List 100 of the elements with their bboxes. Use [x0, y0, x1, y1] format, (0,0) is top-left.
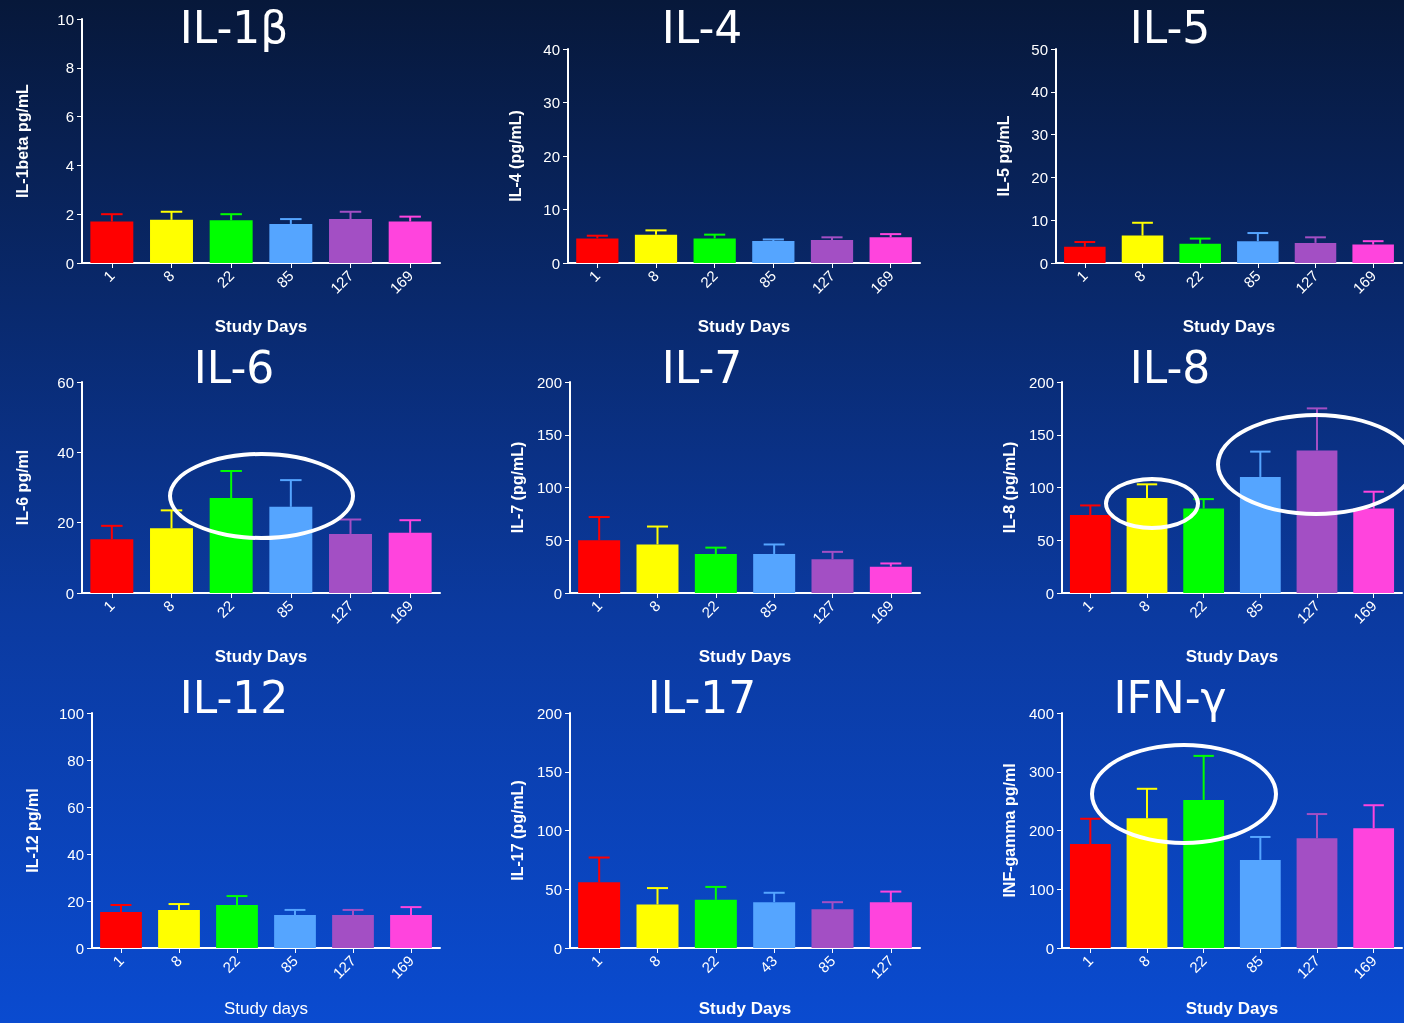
- y-tick-label: 200: [1028, 822, 1054, 839]
- x-tick-label: 8: [645, 951, 664, 970]
- x-tick-label: 8: [1135, 951, 1154, 970]
- x-tick-label: 127: [808, 596, 839, 627]
- x-tick-label: 127: [1291, 266, 1322, 297]
- x-axis-title: Study Days: [1185, 647, 1279, 666]
- y-tick-label: 100: [536, 822, 562, 839]
- y-tick-label: 30: [1031, 126, 1048, 144]
- y-tick-label: 0: [65, 254, 74, 272]
- y-tick-label: 200: [1028, 373, 1054, 391]
- chart-title: IL-8: [1129, 341, 1211, 393]
- y-tick-label: 40: [67, 845, 84, 863]
- x-tick-label: 127: [329, 951, 360, 982]
- y-tick-label: 30: [543, 94, 560, 111]
- x-tick-label: 127: [1293, 596, 1324, 627]
- x-tick-label: 127: [808, 266, 839, 297]
- x-tick-label: 1: [587, 596, 606, 615]
- chart-title: IL-5: [1129, 1, 1211, 53]
- x-tick-label: 85: [1242, 951, 1267, 976]
- x-tick-label: 85: [814, 951, 839, 976]
- x-tick-label: 169: [386, 266, 417, 297]
- y-tick-label: 150: [536, 763, 562, 781]
- x-tick-label: 169: [386, 596, 417, 627]
- y-axis-title: IL-5 pg/mL: [994, 115, 1012, 197]
- y-axis-title: IL-6 pg/ml: [13, 449, 31, 526]
- x-tick-label: 8: [645, 596, 664, 615]
- y-tick-label: 100: [58, 704, 84, 722]
- y-tick-label: 20: [67, 892, 84, 910]
- chart-title: IL-17: [647, 671, 757, 723]
- y-tick-label: 40: [543, 40, 560, 58]
- x-tick-label: 169: [1349, 596, 1380, 627]
- x-tick-label: 169: [1349, 266, 1380, 297]
- y-tick-label: 0: [1045, 584, 1054, 602]
- y-tick-label: 0: [1045, 939, 1054, 957]
- x-axis-title: Study days: [223, 999, 309, 1018]
- y-tick-label: 2: [65, 205, 74, 223]
- x-tick-label: 1: [587, 951, 606, 970]
- y-tick-label: 10: [57, 10, 74, 28]
- x-tick-label: 1: [99, 266, 118, 285]
- x-tick-label: 169: [1349, 951, 1380, 982]
- x-tick-label: 22: [698, 951, 722, 976]
- x-tick-label: 127: [326, 266, 357, 297]
- chart-title: IFN-γ: [1113, 671, 1227, 723]
- x-tick-label: 43: [756, 951, 781, 976]
- x-tick-label: 85: [273, 596, 297, 621]
- x-tick-label: 1: [1072, 266, 1091, 285]
- chart-title: IL-7: [661, 341, 743, 393]
- x-tick-label: 1: [99, 596, 118, 615]
- y-tick-label: 10: [543, 201, 560, 218]
- y-axis-title: IL-8 (pg/mL): [1000, 441, 1018, 534]
- x-tick-label: 8: [1130, 266, 1149, 285]
- y-tick-label: 60: [57, 373, 74, 391]
- x-tick-label: 22: [698, 596, 722, 621]
- y-tick-label: 50: [545, 531, 562, 549]
- y-tick-label: 40: [57, 443, 74, 461]
- y-axis-title: IL-12 pg/ml: [23, 788, 41, 873]
- x-tick-label: 85: [1240, 266, 1264, 291]
- y-tick-label: 0: [553, 939, 562, 957]
- x-tick-label: 1: [1078, 951, 1097, 970]
- y-tick-label: 100: [1028, 479, 1054, 496]
- x-tick-label: 85: [756, 596, 781, 621]
- x-tick-label: 169: [387, 951, 418, 982]
- y-tick-label: 0: [1039, 254, 1048, 272]
- y-tick-label: 0: [551, 254, 560, 272]
- x-tick-label: 22: [213, 266, 238, 291]
- y-tick-label: 150: [536, 426, 562, 444]
- x-tick-label: 1: [109, 951, 128, 970]
- chart-title: IL-1β: [179, 1, 289, 53]
- chart-title: IL-6: [193, 341, 275, 393]
- y-tick-label: 50: [545, 880, 562, 898]
- y-tick-label: 0: [65, 584, 74, 602]
- x-tick-label: 1: [585, 266, 604, 285]
- x-axis-title: Study Days: [214, 647, 308, 666]
- y-tick-label: 10: [1031, 211, 1048, 229]
- y-tick-label: 80: [67, 751, 84, 769]
- y-tick-label: 0: [75, 939, 84, 957]
- y-tick-label: 40: [1031, 83, 1048, 101]
- y-tick-label: 8: [65, 59, 74, 77]
- y-axis-title: IL-4 (pg/mL): [506, 110, 524, 202]
- y-tick-label: 50: [1037, 531, 1054, 549]
- y-axis-title: INF-gamma pg/ml: [1000, 763, 1018, 898]
- y-tick-label: 20: [543, 147, 560, 165]
- y-tick-label: 50: [1031, 40, 1048, 58]
- x-tick-label: 127: [1293, 951, 1324, 982]
- y-tick-label: 4: [65, 156, 74, 174]
- x-tick-label: 127: [867, 951, 897, 982]
- x-tick-label: 127: [326, 596, 357, 627]
- y-tick-label: 150: [1028, 426, 1054, 444]
- x-tick-label: 8: [644, 266, 663, 285]
- x-tick-label: 1: [1078, 596, 1097, 615]
- x-tick-label: 169: [866, 266, 897, 297]
- x-axis-title: Study Days: [1185, 999, 1279, 1018]
- x-tick-label: 22: [1185, 596, 1210, 621]
- x-tick-label: 22: [1185, 951, 1210, 976]
- x-axis-title: Study Days: [698, 999, 792, 1018]
- x-tick-label: 8: [167, 951, 186, 970]
- x-tick-label: 22: [696, 266, 721, 291]
- y-tick-label: 6: [65, 108, 74, 126]
- y-axis-title: IL-7 (pg/mL): [508, 441, 526, 534]
- y-tick-label: 20: [1031, 168, 1048, 186]
